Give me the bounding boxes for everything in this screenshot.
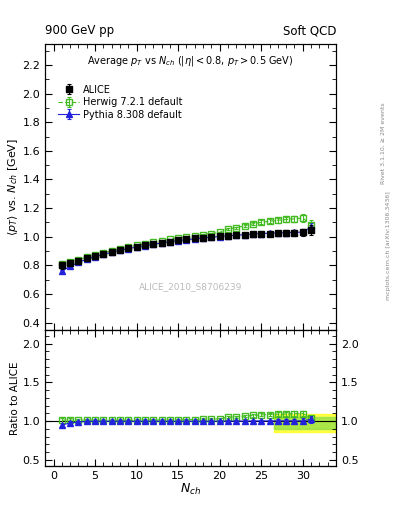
Y-axis label: $\langle p_T \rangle$ vs. $N_{ch}$ [GeV]: $\langle p_T \rangle$ vs. $N_{ch}$ [GeV] bbox=[6, 138, 20, 236]
Text: ALICE_2010_S8706239: ALICE_2010_S8706239 bbox=[139, 282, 242, 291]
Text: mcplots.cern.ch [arXiv:1306.3436]: mcplots.cern.ch [arXiv:1306.3436] bbox=[386, 191, 391, 300]
Y-axis label: Ratio to ALICE: Ratio to ALICE bbox=[10, 361, 20, 435]
X-axis label: $N_{ch}$: $N_{ch}$ bbox=[180, 482, 201, 497]
Text: Rivet 3.1.10, ≥ 2M events: Rivet 3.1.10, ≥ 2M events bbox=[381, 102, 386, 184]
Text: Average $p_T$ vs $N_{ch}$ ($|\eta| < 0.8$, $p_T > 0.5$ GeV): Average $p_T$ vs $N_{ch}$ ($|\eta| < 0.8… bbox=[87, 54, 294, 68]
Legend: ALICE, Herwig 7.2.1 default, Pythia 8.308 default: ALICE, Herwig 7.2.1 default, Pythia 8.30… bbox=[56, 83, 185, 121]
Text: 900 GeV pp: 900 GeV pp bbox=[45, 25, 114, 37]
Text: Soft QCD: Soft QCD bbox=[283, 25, 336, 37]
